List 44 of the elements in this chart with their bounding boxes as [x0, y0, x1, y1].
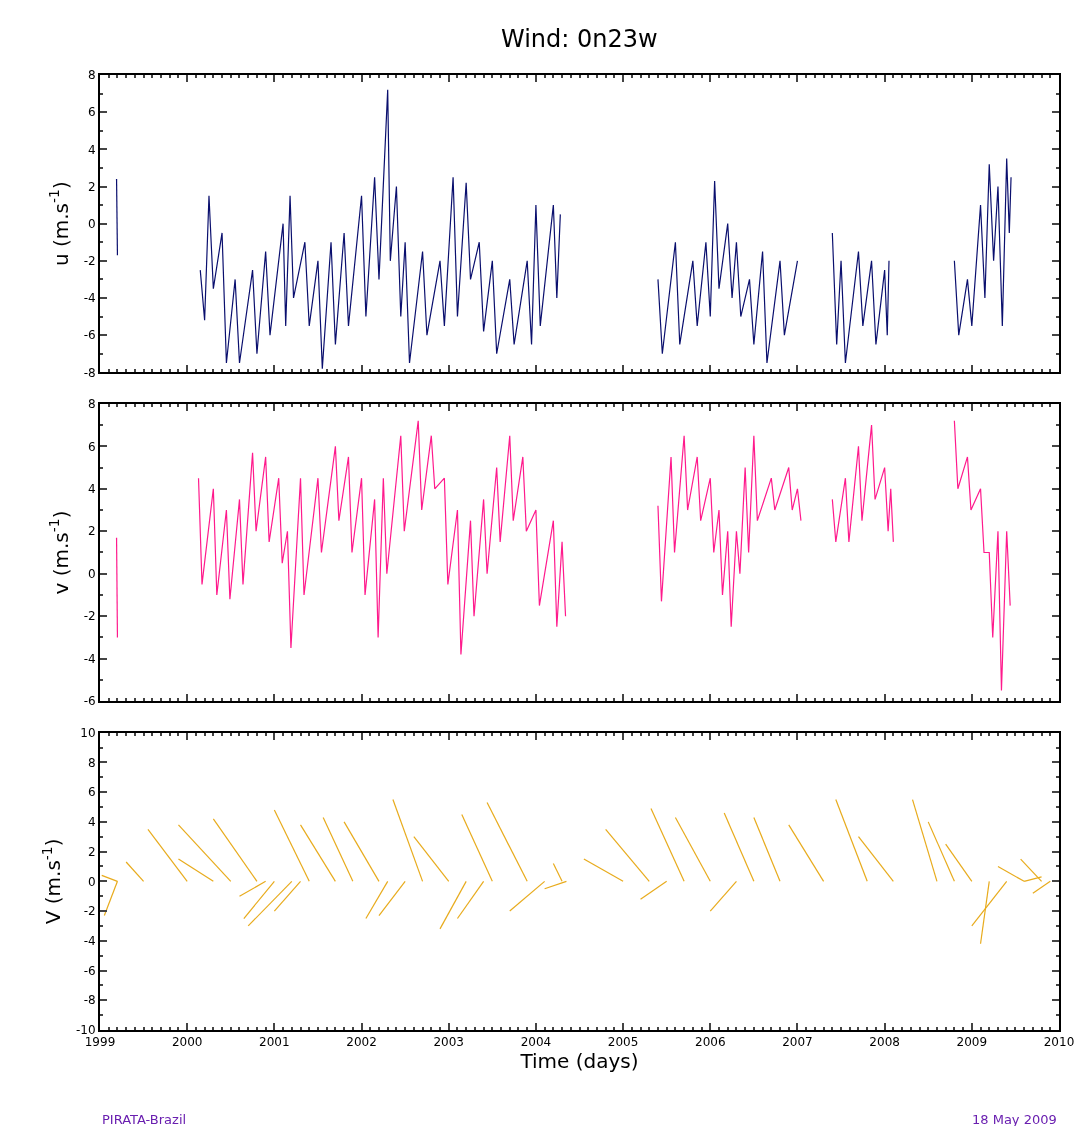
y-tick-label: -10: [75, 1023, 96, 1038]
x-tick-label: 2008: [869, 1035, 900, 1050]
y-tick-label: 2: [87, 524, 96, 539]
y-tick-label: -2: [83, 609, 96, 624]
y-tick-label: -8: [83, 365, 96, 380]
x-tick-label: 2002: [346, 1035, 377, 1050]
x-tick-label: 2001: [259, 1035, 290, 1050]
y-tick-label: 0: [87, 566, 96, 581]
text: PIRATA-Brazil: [102, 1112, 187, 1126]
y-tick-label: 4: [87, 481, 96, 496]
y-tick-label: 4: [87, 815, 96, 830]
y-tick-label: 6: [87, 439, 96, 454]
x-tick-label: 1999: [84, 1035, 116, 1050]
y-tick-label: -4: [83, 934, 96, 949]
text: 18 May 2009: [972, 1112, 1057, 1126]
y-tick-label: 2: [87, 179, 96, 194]
y-tick-label: 6: [87, 785, 96, 800]
y-tick-label: -4: [83, 291, 96, 306]
y-tick-label: -2: [83, 904, 96, 919]
y-tick-label: 8: [87, 68, 96, 83]
y-tick-label: 6: [87, 105, 96, 120]
x-tick-label: 2009: [956, 1035, 988, 1050]
y-tick-label: 0: [87, 216, 96, 231]
x-tick-label: 2005: [607, 1035, 639, 1050]
y-tick-label: 8: [87, 397, 96, 412]
x-tick-label: 2006: [695, 1035, 726, 1050]
chart-title: Wind: 0n23w: [501, 25, 658, 53]
y-tick-label: -6: [83, 694, 96, 709]
y-tick-label: 4: [87, 142, 96, 157]
y-tick-label: 0: [87, 874, 96, 889]
x-tick-label: 2003: [433, 1035, 464, 1050]
y-tick-label: 8: [87, 755, 96, 770]
y-tick-label: 10: [80, 725, 96, 740]
y-tick-label: -6: [83, 328, 96, 343]
y-tick-label: -8: [83, 993, 96, 1008]
x-axis-title: Time (days): [519, 1049, 639, 1074]
y-tick-label: -4: [83, 651, 96, 666]
x-tick-label: 2004: [520, 1035, 552, 1050]
y-tick-label: -6: [83, 963, 96, 978]
y-tick-label: -2: [83, 254, 96, 269]
x-tick-label: 2010: [1043, 1035, 1075, 1050]
x-tick-label: 2007: [782, 1035, 813, 1050]
y-tick-label: 2: [87, 844, 96, 859]
x-tick-label: 2000: [171, 1035, 203, 1050]
